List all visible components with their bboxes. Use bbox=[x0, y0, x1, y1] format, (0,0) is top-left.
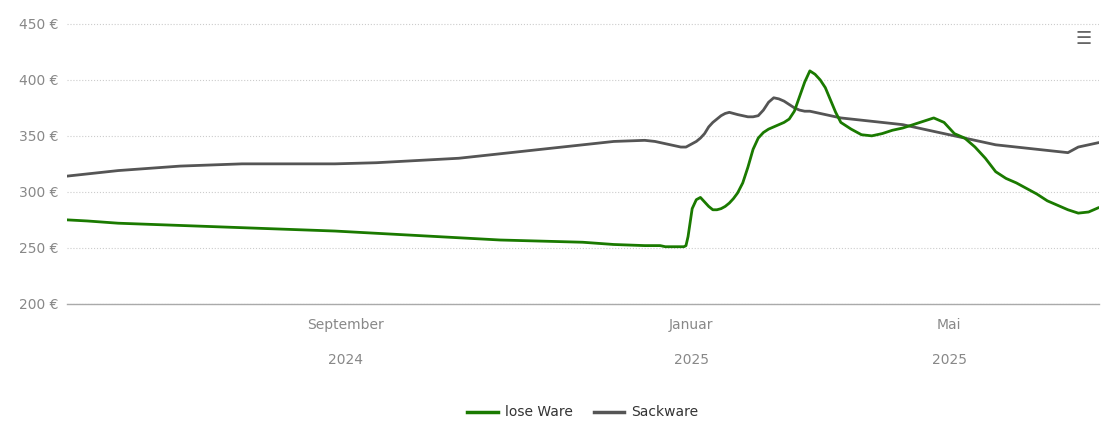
Text: Januar: Januar bbox=[669, 318, 714, 333]
Text: 2025: 2025 bbox=[931, 353, 967, 367]
Text: Mai: Mai bbox=[937, 318, 961, 333]
Text: 2024: 2024 bbox=[327, 353, 363, 367]
Text: 2025: 2025 bbox=[674, 353, 708, 367]
Text: September: September bbox=[307, 318, 384, 333]
Text: ☰: ☰ bbox=[1074, 30, 1091, 48]
Legend: lose Ware, Sackware: lose Ware, Sackware bbox=[462, 400, 704, 422]
